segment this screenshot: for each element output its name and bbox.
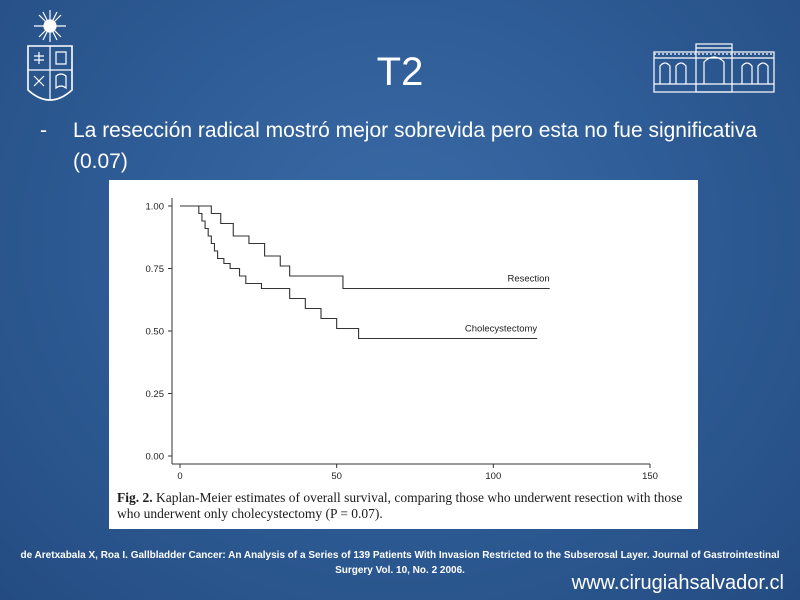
y-tick-label: 0.25 [146,389,165,400]
citation-reference: de Aretxabala X, Roa I. Gallbladder Canc… [20,550,780,576]
x-tick-label: 0 [177,471,182,482]
x-tick-label: 150 [642,471,658,482]
x-tick-label: 100 [485,471,501,482]
website-url: www.cirugiahsalvador.cl [571,572,784,594]
figure-caption: Fig. 2. Kaplan-Meier estimates of overal… [117,490,692,522]
building-logo [653,43,775,93]
bullet-text: La resección radical mostró mejor sobrev… [73,119,758,173]
figure-caption-text: Kaplan-Meier estimates of overall surviv… [117,490,683,521]
y-tick-label: 0.75 [146,264,165,275]
figure-caption-label: Fig. 2. [117,490,153,505]
y-tick-label: 1.00 [146,202,165,213]
series-line-resection [180,205,550,290]
y-tick-label: 0.00 [146,452,165,463]
series-label-resection: Resection [507,274,549,285]
bullet-dash: - [40,119,47,142]
slide-title: T2 [376,50,424,94]
series-label-cholecystectomy: Cholecystectomy [465,324,538,335]
university-crest-logo [27,10,73,101]
y-tick-label: 0.50 [146,327,165,338]
kaplan-meier-chart: 0.00 0.25 0.50 0.75 1.00 0 50 100 150 Resection Ch… [146,198,658,482]
x-tick-label: 50 [331,471,342,482]
figure-panel: 0.00 0.25 0.50 0.75 1.00 0 50 100 150 Resection Ch… [109,180,698,529]
series-line-cholecystectomy [180,205,538,340]
